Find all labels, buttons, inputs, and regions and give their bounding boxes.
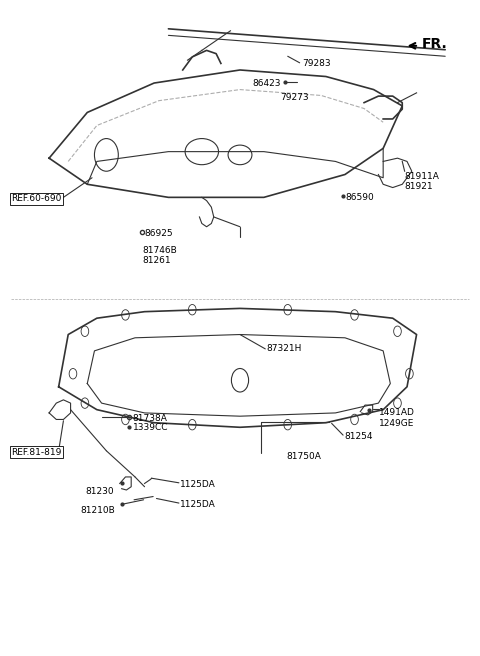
Text: FR.: FR.: [421, 37, 447, 51]
Text: 81261: 81261: [142, 256, 171, 265]
Text: 81738A: 81738A: [132, 414, 168, 422]
Text: 81254: 81254: [344, 432, 372, 441]
Text: 1339CC: 1339CC: [132, 423, 168, 432]
Text: 81210B: 81210B: [80, 506, 115, 516]
Text: 87321H: 87321H: [266, 344, 301, 354]
Text: 81921: 81921: [405, 182, 433, 192]
Text: 86925: 86925: [144, 230, 173, 238]
Text: 81230: 81230: [85, 487, 114, 496]
Text: 79273: 79273: [281, 93, 309, 102]
Text: REF.60-690: REF.60-690: [11, 194, 61, 203]
Text: 1491AD: 1491AD: [379, 409, 415, 417]
Text: 81911A: 81911A: [405, 172, 440, 181]
Text: 1125DA: 1125DA: [180, 500, 216, 509]
Text: 79283: 79283: [302, 59, 331, 68]
Text: 81750A: 81750A: [287, 451, 322, 461]
Text: 86590: 86590: [345, 193, 374, 202]
Text: 1249GE: 1249GE: [379, 419, 415, 428]
Text: 1125DA: 1125DA: [180, 480, 216, 489]
Text: 81746B: 81746B: [142, 247, 177, 255]
Text: REF.81-819: REF.81-819: [11, 447, 61, 457]
Text: 86423: 86423: [252, 79, 280, 87]
